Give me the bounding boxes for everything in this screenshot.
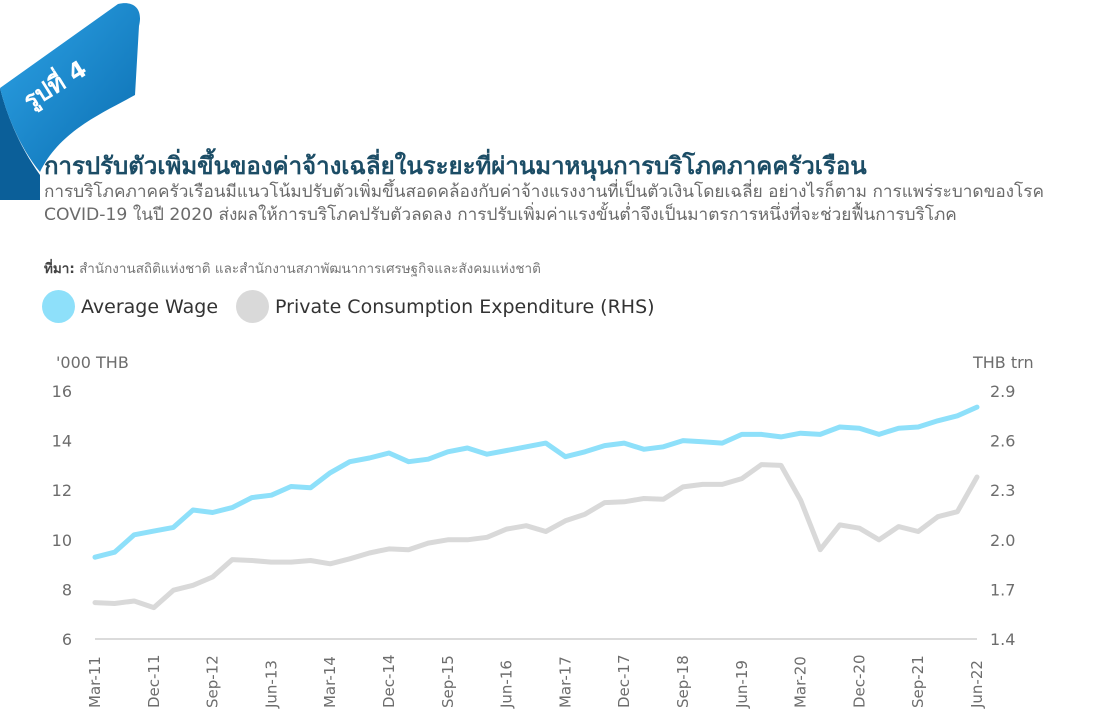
y-tick-left: 16 (52, 382, 72, 401)
y-tick-right: 2.3 (990, 481, 1015, 500)
x-tick-label: Mar-17 (556, 656, 574, 708)
x-tick-label: Mar-20 (792, 656, 810, 708)
chart-title: การปรับตัวเพิ่มขึ้นของค่าจ้างเฉลี่ยในระย… (44, 152, 867, 180)
chart-legend: Average Wage Private Consumption Expendi… (42, 290, 673, 323)
figure-badge: รูปที่ 4 (0, 3, 141, 200)
x-tick-label: Sep-21 (909, 655, 927, 708)
y-tick-left: 14 (52, 432, 72, 451)
legend-item-average-wage: Average Wage (42, 290, 218, 323)
x-tick-label: Mar-14 (321, 656, 339, 708)
legend-label-average-wage: Average Wage (81, 295, 219, 318)
y-axis-title-left: '000 THB (56, 353, 129, 372)
ribbon-band (0, 3, 141, 172)
y-tick-right: 2.9 (990, 382, 1015, 401)
x-tick-label: Jun-22 (968, 660, 986, 709)
y-tick-right: 1.7 (990, 580, 1015, 599)
x-tick-label: Sep-15 (439, 655, 457, 708)
x-tick-label: Mar-11 (86, 656, 104, 708)
x-tick-label: Dec-20 (850, 654, 868, 708)
legend-swatch-consumption (236, 290, 270, 323)
series-line-consumption (92, 462, 980, 611)
x-tick-label: Jun-19 (733, 660, 751, 709)
y-tick-right: 1.4 (990, 630, 1015, 649)
x-tick-label: Dec-17 (615, 654, 633, 708)
y-axis-title-right: THB trn (972, 353, 1034, 372)
x-tick-label: Sep-18 (674, 655, 692, 708)
x-tick-label: Dec-14 (380, 654, 398, 708)
y-tick-left: 6 (62, 630, 72, 649)
x-tick-label: Jun-16 (498, 660, 516, 709)
legend-label-consumption: Private Consumption Expenditure (RHS) (275, 295, 655, 318)
x-tick-label: Jun-13 (262, 660, 280, 709)
legend-item-consumption: Private Consumption Expenditure (RHS) (236, 290, 655, 323)
y-tick-left: 10 (52, 531, 72, 550)
chart-subtitle: การบริโภคภาคครัวเรือนมีแนวโน้มปรับตัวเพิ… (44, 182, 1045, 225)
x-tick-label: Sep-12 (204, 655, 222, 708)
y-tick-left: 8 (62, 580, 72, 599)
ribbon-fold (0, 88, 40, 200)
source-note: ที่มา: สำนักงานสถิติแห่งชาติ และสำนักงาน… (44, 257, 541, 279)
source-text: สำนักงานสถิติแห่งชาติ และสำนักงานสภาพัฒน… (74, 261, 541, 277)
legend-swatch-average-wage (42, 290, 75, 323)
series-line-average-wage (92, 404, 980, 560)
source-label: ที่มา: (44, 261, 75, 277)
y-tick-right: 2.0 (990, 531, 1015, 550)
x-tick-label: Dec-11 (145, 654, 163, 708)
y-tick-left: 12 (52, 481, 72, 500)
y-tick-right: 2.6 (990, 432, 1015, 451)
